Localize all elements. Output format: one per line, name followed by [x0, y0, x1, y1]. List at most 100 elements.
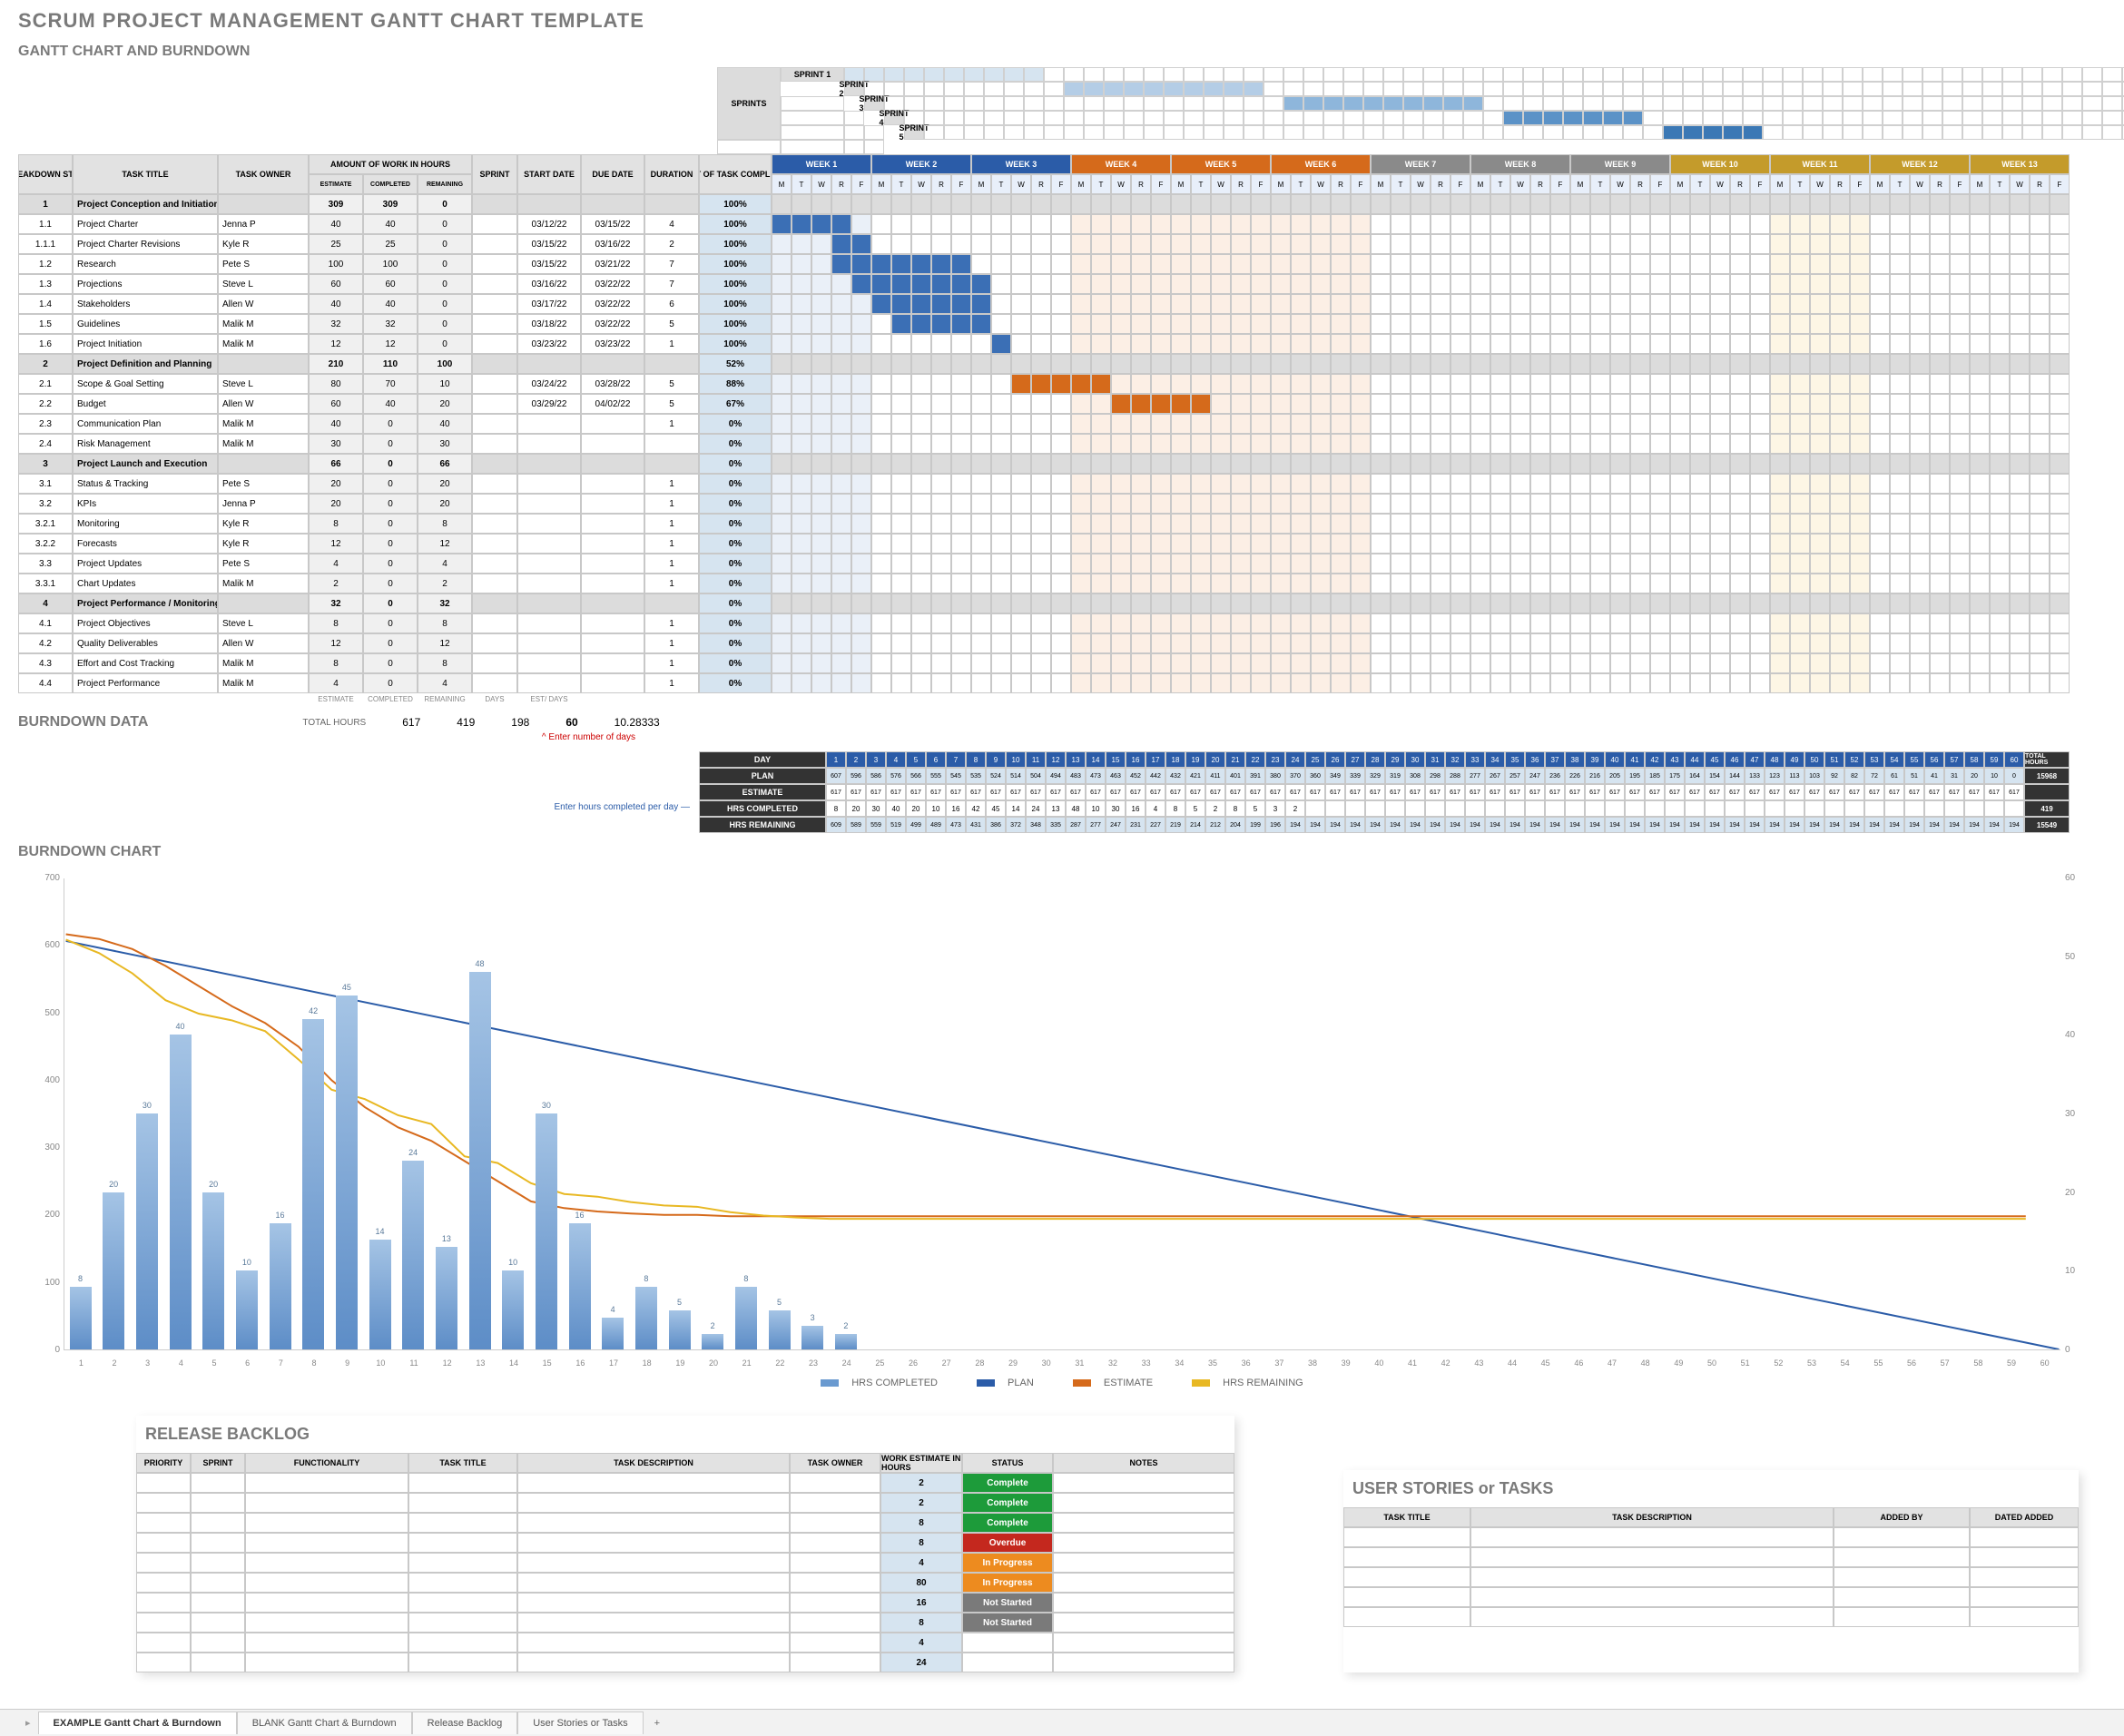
task-cell[interactable]: Communication Plan — [73, 414, 218, 434]
gantt-cell[interactable] — [772, 374, 792, 394]
gantt-cell[interactable] — [1630, 314, 1650, 334]
task-cell[interactable]: 03/22/22 — [581, 294, 644, 314]
gantt-cell[interactable] — [1870, 653, 1890, 673]
task-cell[interactable] — [517, 613, 581, 633]
gantt-cell[interactable] — [1211, 214, 1231, 234]
gantt-cell[interactable] — [971, 194, 991, 214]
gantt-cell[interactable] — [1550, 334, 1570, 354]
gantt-cell[interactable] — [1770, 414, 1790, 434]
gantt-cell[interactable] — [911, 434, 931, 454]
gantt-cell[interactable] — [1610, 334, 1630, 354]
gantt-cell[interactable] — [1051, 414, 1071, 434]
gantt-cell[interactable] — [1950, 593, 1970, 613]
task-cell[interactable]: 1 — [644, 574, 699, 593]
gantt-cell[interactable] — [1490, 593, 1510, 613]
bd-cell[interactable]: 617 — [1365, 784, 1385, 800]
gantt-cell[interactable] — [1810, 593, 1830, 613]
gantt-cell[interactable] — [1151, 494, 1171, 514]
task-cell[interactable]: 0 — [418, 314, 472, 334]
gantt-cell[interactable] — [1990, 474, 2010, 494]
gantt-cell[interactable] — [2030, 673, 2050, 693]
task-cell[interactable]: 03/16/22 — [517, 274, 581, 294]
gantt-cell[interactable] — [1890, 394, 1910, 414]
gantt-cell[interactable] — [1570, 334, 1590, 354]
task-cell[interactable] — [517, 514, 581, 534]
backlog-cell[interactable] — [245, 1473, 408, 1493]
gantt-cell[interactable] — [991, 454, 1011, 474]
task-cell[interactable]: Pete S — [218, 474, 309, 494]
bd-cell[interactable]: 10 — [926, 800, 946, 817]
gantt-cell[interactable] — [1191, 593, 1211, 613]
bd-cell[interactable]: 154 — [1705, 768, 1725, 784]
gantt-cell[interactable] — [1750, 613, 1770, 633]
task-cell[interactable]: 12 — [309, 633, 363, 653]
gantt-cell[interactable] — [1910, 374, 1930, 394]
gantt-cell[interactable] — [2050, 633, 2070, 653]
gantt-cell[interactable] — [2030, 194, 2050, 214]
gantt-cell[interactable] — [991, 194, 1011, 214]
gantt-cell[interactable] — [1470, 194, 1490, 214]
bd-cell[interactable] — [1525, 800, 1545, 817]
gantt-cell[interactable] — [991, 434, 1011, 454]
gantt-cell[interactable] — [2030, 633, 2050, 653]
bd-cell[interactable]: 617 — [1185, 784, 1205, 800]
gantt-cell[interactable] — [1431, 294, 1450, 314]
bd-cell[interactable] — [1904, 800, 1924, 817]
gantt-cell[interactable] — [1970, 613, 1990, 633]
gantt-cell[interactable] — [1271, 653, 1291, 673]
gantt-cell[interactable] — [971, 574, 991, 593]
gantt-cell[interactable] — [1650, 334, 1670, 354]
gantt-cell[interactable] — [1910, 613, 1930, 633]
gantt-cell[interactable] — [1950, 434, 1970, 454]
gantt-cell[interactable] — [1990, 214, 2010, 234]
gantt-cell[interactable] — [1211, 633, 1231, 653]
gantt-cell[interactable] — [1990, 434, 2010, 454]
gantt-cell[interactable] — [1930, 494, 1950, 514]
gantt-cell[interactable] — [1550, 394, 1570, 414]
task-cell[interactable]: 30 — [309, 434, 363, 454]
gantt-cell[interactable] — [2030, 474, 2050, 494]
gantt-cell[interactable] — [1930, 534, 1950, 554]
backlog-estimate[interactable]: 80 — [880, 1573, 962, 1593]
task-cell[interactable]: 0 — [363, 593, 418, 613]
gantt-cell[interactable] — [1550, 234, 1570, 254]
gantt-cell[interactable] — [1031, 454, 1051, 474]
gantt-cell[interactable] — [931, 653, 951, 673]
gantt-cell[interactable] — [1091, 593, 1111, 613]
gantt-cell[interactable] — [1211, 494, 1231, 514]
gantt-cell[interactable] — [1990, 414, 2010, 434]
bd-cell[interactable]: 194 — [1725, 817, 1745, 833]
gantt-cell[interactable] — [1750, 633, 1770, 653]
task-cell[interactable]: 25 — [363, 234, 418, 254]
task-cell[interactable] — [517, 673, 581, 693]
gantt-cell[interactable] — [1910, 454, 1930, 474]
gantt-cell[interactable] — [1051, 434, 1071, 454]
gantt-cell[interactable] — [911, 254, 931, 274]
bd-cell[interactable] — [1765, 800, 1785, 817]
gantt-cell[interactable] — [1450, 434, 1470, 454]
gantt-cell[interactable] — [1710, 314, 1730, 334]
gantt-cell[interactable] — [1231, 494, 1251, 514]
task-cell[interactable]: 4 — [418, 554, 472, 574]
gantt-cell[interactable] — [1450, 214, 1470, 234]
gantt-cell[interactable] — [1890, 194, 1910, 214]
gantt-cell[interactable] — [1231, 633, 1251, 653]
task-cell[interactable]: 03/15/22 — [517, 234, 581, 254]
bd-cell[interactable]: 617 — [1245, 784, 1265, 800]
gantt-cell[interactable] — [1850, 613, 1870, 633]
backlog-cell[interactable] — [245, 1593, 408, 1613]
gantt-cell[interactable] — [1191, 613, 1211, 633]
gantt-cell[interactable] — [1750, 554, 1770, 574]
gantt-cell[interactable] — [1810, 394, 1830, 414]
gantt-cell[interactable] — [2030, 514, 2050, 534]
gantt-cell[interactable] — [1830, 214, 1850, 234]
gantt-cell[interactable] — [1770, 574, 1790, 593]
backlog-cell[interactable] — [408, 1473, 517, 1493]
task-cell[interactable] — [517, 653, 581, 673]
gantt-cell[interactable] — [911, 554, 931, 574]
stories-cell[interactable] — [1470, 1547, 1834, 1567]
gantt-cell[interactable] — [1331, 534, 1351, 554]
backlog-cell[interactable] — [136, 1613, 191, 1633]
gantt-cell[interactable] — [1291, 274, 1311, 294]
gantt-cell[interactable] — [1790, 274, 1810, 294]
